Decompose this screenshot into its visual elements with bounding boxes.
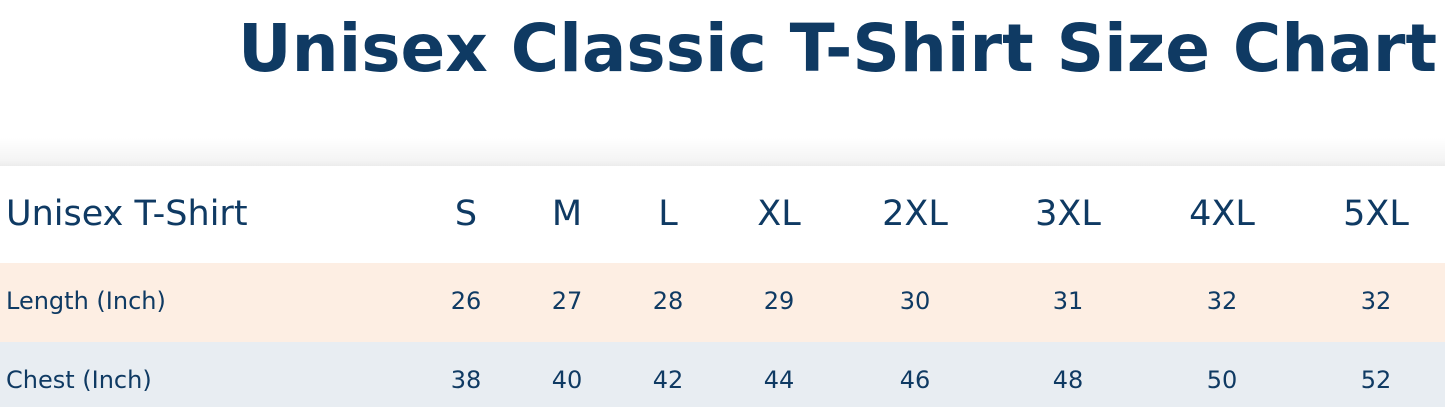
chest-value: 38 <box>450 366 482 394</box>
chest-value: 52 <box>1360 366 1392 394</box>
length-value: 32 <box>1360 287 1392 315</box>
length-value: 30 <box>899 287 931 315</box>
size-header: 4XL <box>1189 194 1255 234</box>
size-header: 3XL <box>1035 194 1101 234</box>
table-row-length: Length (Inch) 26 27 28 29 30 31 32 32 <box>0 263 1445 342</box>
length-value: 29 <box>763 287 795 315</box>
page-title: Unisex Classic T-Shirt Size Chart <box>238 10 1437 87</box>
divider-band <box>0 138 1445 166</box>
chest-value: 46 <box>899 366 931 394</box>
size-header: S <box>454 194 478 234</box>
row-label: Length (Inch) <box>6 287 166 315</box>
chest-value: 50 <box>1206 366 1238 394</box>
row-label: Chest (Inch) <box>6 366 152 394</box>
size-header: XL <box>757 194 801 234</box>
length-value: 26 <box>450 287 482 315</box>
header-label: Unisex T-Shirt <box>6 194 248 234</box>
chest-value: 40 <box>551 366 583 394</box>
table-row-chest: Chest (Inch) 38 40 42 44 46 48 50 52 <box>0 342 1445 407</box>
chest-value: 44 <box>763 366 795 394</box>
size-header: 2XL <box>882 194 948 234</box>
chest-value: 48 <box>1052 366 1084 394</box>
size-header: M <box>551 194 583 234</box>
chest-value: 42 <box>652 366 684 394</box>
length-value: 32 <box>1206 287 1238 315</box>
size-header: 5XL <box>1343 194 1409 234</box>
size-header: L <box>658 194 678 234</box>
length-value: 31 <box>1052 287 1084 315</box>
length-value: 28 <box>652 287 684 315</box>
table-header-row: Unisex T-Shirt S M L XL 2XL 3XL 4XL 5XL <box>0 166 1445 263</box>
length-value: 27 <box>551 287 583 315</box>
